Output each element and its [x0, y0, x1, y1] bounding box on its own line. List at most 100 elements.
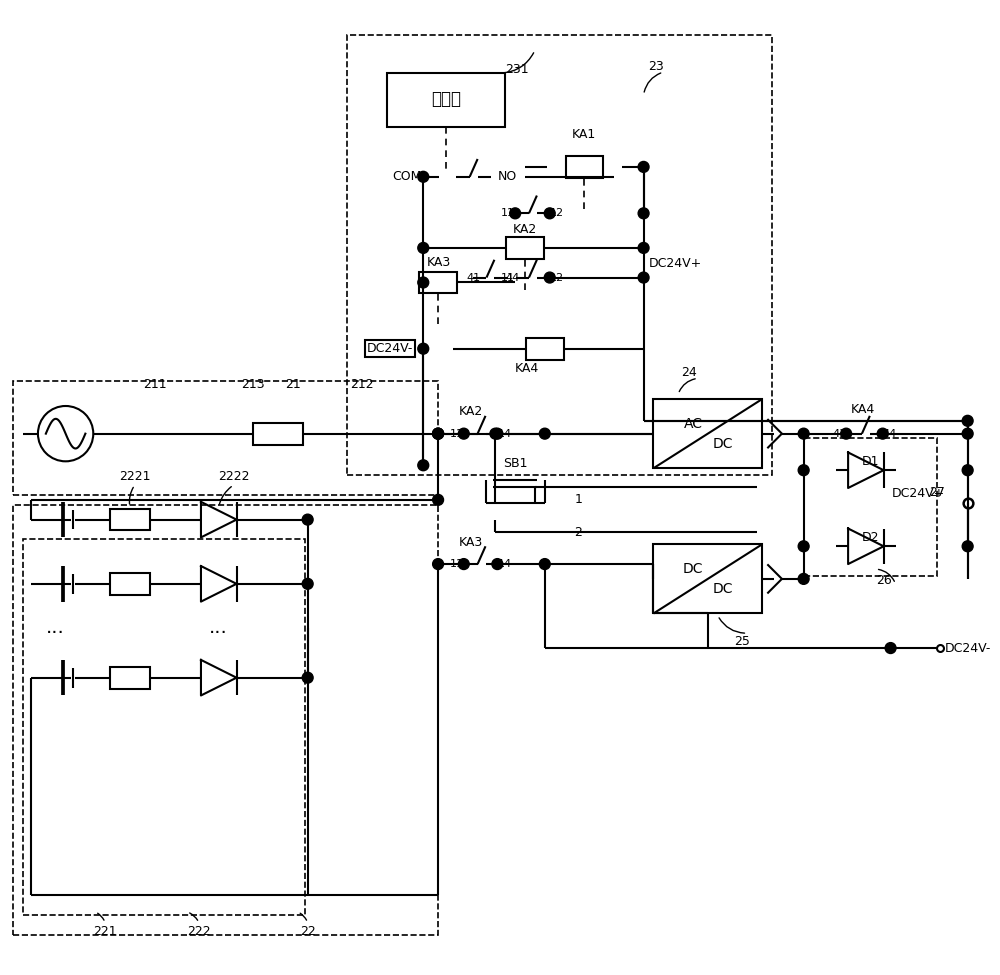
Bar [13, 505, 438, 935]
Text: KA2: KA2 [459, 405, 483, 418]
Bar [347, 35, 772, 475]
Circle shape [433, 494, 444, 505]
Circle shape [458, 428, 469, 439]
Text: 11: 11 [450, 429, 464, 439]
Text: ···: ··· [209, 624, 228, 643]
Text: 44: 44 [505, 273, 520, 283]
Text: 222: 222 [187, 924, 211, 938]
Bar [13, 381, 438, 495]
Circle shape [638, 243, 649, 254]
Circle shape [544, 272, 555, 283]
Circle shape [302, 514, 313, 526]
Circle shape [418, 460, 429, 471]
Text: KA4: KA4 [851, 403, 875, 416]
Text: D2: D2 [862, 531, 880, 544]
Text: 27: 27 [929, 487, 945, 499]
Circle shape [418, 243, 429, 254]
Text: 221: 221 [93, 924, 117, 938]
Circle shape [302, 672, 313, 683]
Text: DC: DC [712, 582, 733, 596]
Text: 44: 44 [883, 429, 897, 439]
Text: 22: 22 [300, 924, 316, 938]
Text: 控制器: 控制器 [431, 92, 461, 108]
Bar [23, 539, 305, 915]
Text: KA3: KA3 [427, 256, 451, 269]
Text: DC24V-: DC24V- [367, 342, 413, 355]
Circle shape [798, 541, 809, 552]
Circle shape [544, 208, 555, 218]
Circle shape [798, 465, 809, 476]
Bar [506, 237, 544, 258]
Circle shape [962, 415, 973, 426]
Text: ···: ··· [46, 624, 65, 643]
Circle shape [841, 428, 852, 439]
Text: KA3: KA3 [459, 536, 483, 549]
Text: DC24V+: DC24V+ [649, 256, 702, 270]
Text: 14: 14 [497, 429, 511, 439]
Text: 2: 2 [574, 526, 582, 539]
Text: AC: AC [683, 416, 702, 431]
Bar [419, 272, 457, 293]
Circle shape [433, 559, 444, 569]
Bar [804, 438, 937, 576]
Text: 11: 11 [501, 209, 515, 218]
Text: 26: 26 [876, 574, 892, 587]
Bar [110, 509, 150, 530]
Text: SB1: SB1 [503, 457, 527, 470]
Text: 211: 211 [143, 378, 166, 391]
Circle shape [302, 578, 313, 589]
Text: D1: D1 [862, 455, 880, 468]
Circle shape [433, 428, 444, 439]
Circle shape [433, 428, 444, 439]
Text: 23: 23 [649, 60, 664, 73]
Circle shape [492, 428, 503, 439]
Text: DC: DC [683, 562, 703, 576]
Text: 212: 212 [350, 378, 374, 391]
Bar [387, 72, 505, 127]
Text: 2221: 2221 [119, 470, 151, 483]
Circle shape [962, 465, 973, 476]
Bar [653, 399, 762, 468]
Circle shape [962, 541, 973, 552]
Text: 1: 1 [574, 493, 582, 506]
Circle shape [962, 428, 973, 439]
Circle shape [433, 428, 444, 439]
Text: 12: 12 [550, 273, 564, 283]
Text: 213: 213 [242, 378, 265, 391]
Text: 12: 12 [550, 209, 564, 218]
Bar [253, 423, 303, 445]
Text: KA2: KA2 [513, 223, 537, 236]
Circle shape [638, 272, 649, 283]
Circle shape [638, 208, 649, 218]
Text: 11: 11 [450, 559, 464, 569]
Bar [110, 667, 150, 688]
Circle shape [458, 559, 469, 569]
Bar [653, 544, 762, 613]
Text: 231: 231 [505, 63, 529, 76]
Text: 24: 24 [681, 367, 697, 379]
Circle shape [798, 428, 809, 439]
Text: 21: 21 [285, 378, 301, 391]
Circle shape [638, 162, 649, 173]
Text: KA4: KA4 [515, 362, 539, 374]
Text: 41: 41 [466, 273, 481, 283]
Text: 2222: 2222 [218, 470, 249, 483]
Circle shape [877, 428, 888, 439]
Text: KA1: KA1 [572, 128, 596, 141]
Bar [110, 573, 150, 595]
Circle shape [798, 573, 809, 584]
Bar [566, 156, 603, 177]
Circle shape [539, 559, 550, 569]
Circle shape [418, 172, 429, 182]
Circle shape [418, 343, 429, 354]
Bar [526, 337, 564, 360]
Text: DC: DC [712, 437, 733, 450]
Text: 11: 11 [501, 273, 515, 283]
Circle shape [885, 643, 896, 653]
Circle shape [490, 428, 501, 439]
Circle shape [539, 428, 550, 439]
Circle shape [510, 208, 521, 218]
Text: 14: 14 [497, 559, 511, 569]
Text: DC24V-: DC24V- [945, 642, 991, 654]
Text: NO: NO [497, 171, 517, 183]
